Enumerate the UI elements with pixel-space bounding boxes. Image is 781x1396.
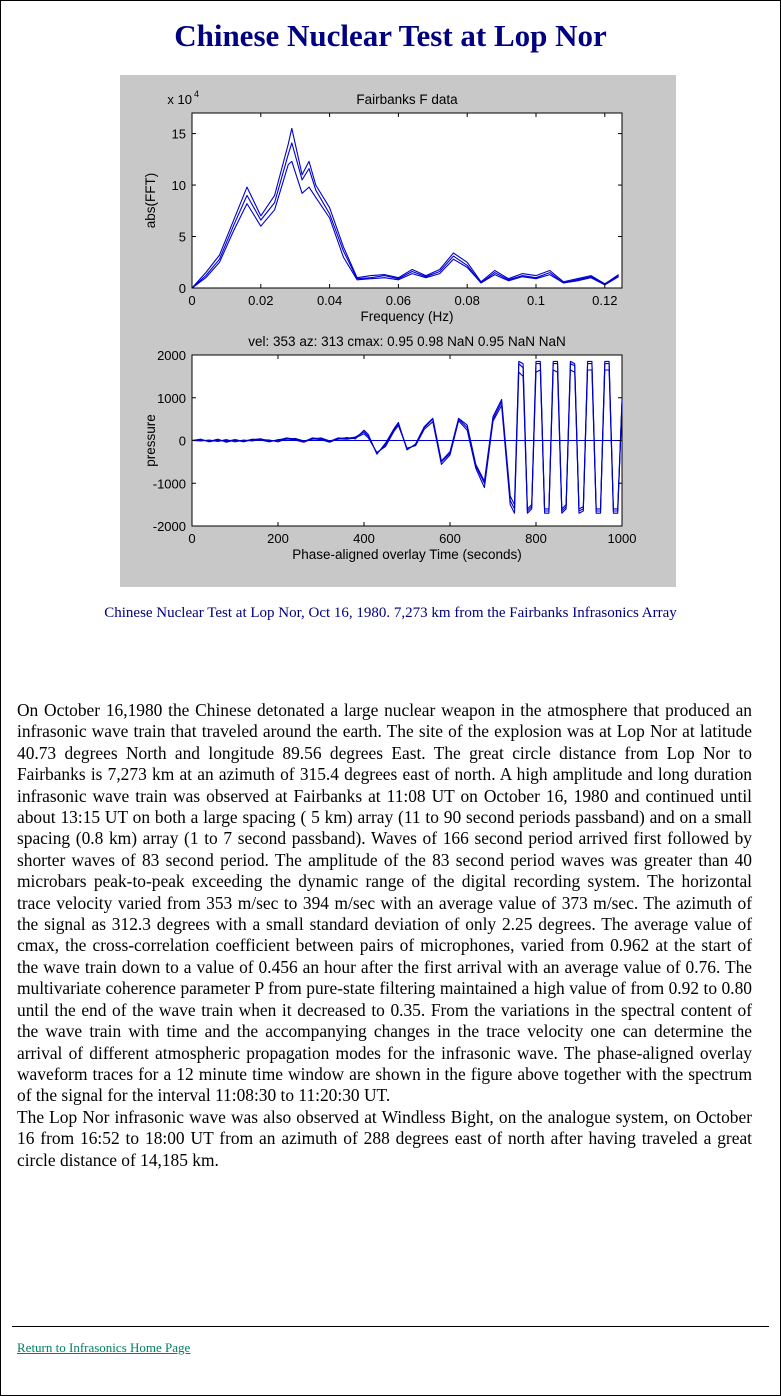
chart2-ylabel: pressure: [143, 414, 158, 467]
chart2-ytick-label: 1000: [157, 391, 186, 406]
home-page-link[interactable]: Return to Infrasonics Home Page: [17, 1340, 191, 1355]
chart1-xtick-label: 0.04: [317, 293, 342, 308]
figure-caption: Chinese Nuclear Test at Lop Nor, Oct 16,…: [104, 605, 677, 621]
chart2-xtick-label: 400: [353, 531, 375, 546]
chart1-series-3: [191, 160, 619, 289]
figure: 0 0.02 0.04 0.06 0.08 0.1 0.12 0 5 10 15 Fairbanks …: [120, 75, 676, 587]
chart1-ytick-label: 5: [179, 230, 186, 245]
chart1-ylabel: abs(FFT): [143, 173, 158, 229]
chart2-xtick-label: 200: [267, 531, 289, 546]
article-body: On October 16,1980 the Chinese detonated…: [17, 700, 752, 1171]
chart1-xtick-label: 0.12: [592, 293, 617, 308]
chart1-ytick-label: 15: [172, 127, 186, 142]
paragraph-2: The Lop Nor infrasonic wave was also obs…: [17, 1106, 752, 1170]
chart1-yscale-label: x 10: [167, 92, 192, 107]
chart2-xtick-label: 800: [525, 531, 547, 546]
chart1-plot-area: [191, 112, 623, 289]
chart2-ytick-label: -2000: [153, 519, 186, 534]
page-title: Chinese Nuclear Test at Lop Nor: [174, 18, 607, 53]
chart1-xtick-label: 0.08: [455, 293, 480, 308]
chart1-ytick-label: 10: [172, 178, 186, 193]
chart1-title: Fairbanks F data: [356, 92, 458, 107]
chart2-xtick-label: 1000: [608, 531, 637, 546]
chart1-series-2: [191, 142, 619, 289]
chart2-xtick-label: 600: [439, 531, 461, 546]
chart1-yscale-exponent: 4: [194, 89, 199, 99]
chart1-xtick-label: 0.06: [386, 293, 411, 308]
divider: [12, 1326, 769, 1327]
chart2-xtick-label: 0: [188, 531, 195, 546]
chart2-ytick-label: 0: [179, 434, 186, 449]
chart2-xlabel: Phase-aligned overlay Time (seconds): [292, 547, 522, 562]
chart1-xtick-label: 0.1: [527, 293, 545, 308]
figure-svg: 0 0.02 0.04 0.06 0.08 0.1 0.12 0 5 10 15 Fairbanks …: [143, 89, 637, 562]
chart1-series-1: [191, 127, 619, 289]
chart2-ytick-label: -1000: [153, 476, 186, 491]
chart2-title: vel: 353 az: 313 cmax: 0.95 0.98 NaN 0.9…: [248, 334, 565, 349]
chart1-xtick-label: 0.02: [248, 293, 273, 308]
chart1-xtick-label: 0: [188, 293, 195, 308]
chart2-series-3: [191, 360, 623, 510]
chart2-ytick-label: 2000: [157, 348, 186, 363]
chart1-xlabel: Frequency (Hz): [360, 309, 453, 324]
chart1-ytick-label: 0: [179, 281, 186, 296]
paragraph-1: On October 16,1980 the Chinese detonated…: [17, 700, 752, 1106]
